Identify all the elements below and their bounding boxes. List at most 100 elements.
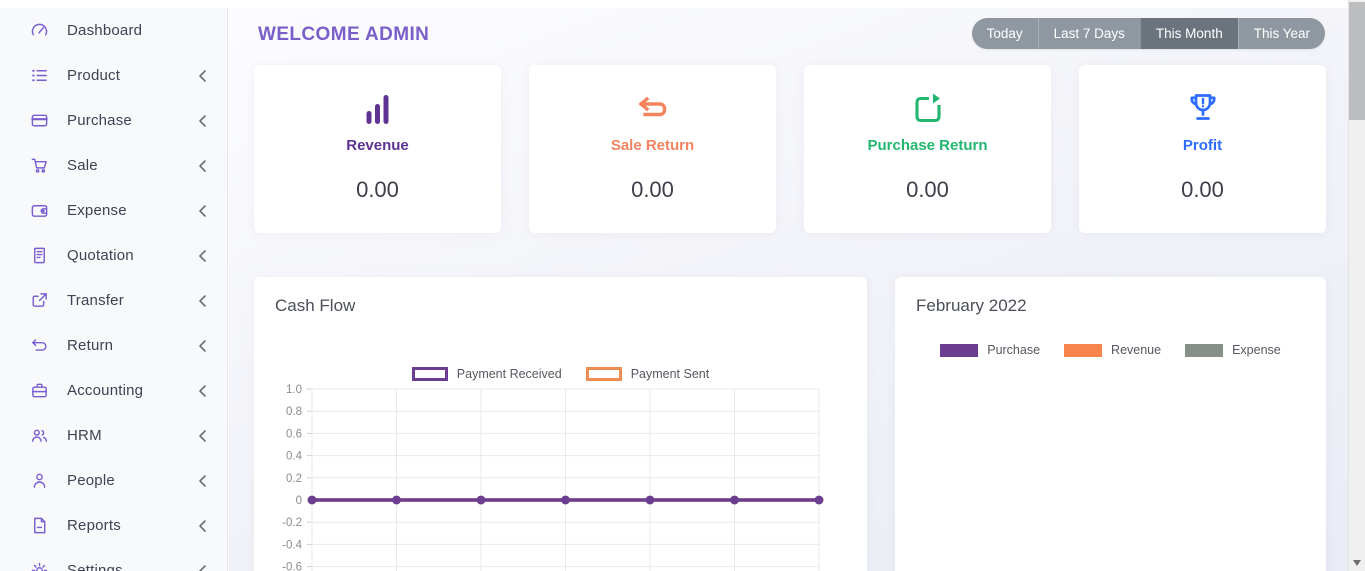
chevron-left-icon	[198, 294, 207, 308]
legend-item-payment-sent: Payment Sent	[585, 367, 710, 381]
chevron-left-icon	[198, 564, 207, 571]
scrollbar-thumb[interactable]	[1349, 2, 1365, 120]
legend-swatch	[585, 367, 622, 381]
sidebar-item-label: Transfer	[67, 292, 124, 309]
cash-flow-chart: 1.0 0.8 0.6 0.4 0.2 0 -0.2 -0.4 -0.6	[282, 384, 824, 571]
undo-arrow-icon	[633, 90, 673, 128]
chevron-left-icon	[198, 384, 207, 398]
svg-text:0.6: 0.6	[286, 428, 302, 440]
stat-card-sale-return: Sale Return 0.00	[529, 65, 776, 233]
stat-card-profit: Profit 0.00	[1079, 65, 1326, 233]
page-title: WELCOME ADMIN	[258, 24, 430, 45]
filter-this-year-button[interactable]: This Year	[1237, 18, 1325, 49]
stat-card-purchase-return: Purchase Return 0.00	[804, 65, 1051, 233]
svg-text:0.4: 0.4	[286, 451, 303, 463]
month-summary-card: February 2022 Purchase Revenue Expense	[895, 277, 1326, 571]
person-icon	[30, 471, 50, 491]
report-icon	[30, 516, 50, 536]
sidebar-item-label: Settings	[67, 562, 123, 571]
sidebar-item-quotation[interactable]: Quotation	[0, 233, 227, 278]
month-summary-legend: Purchase Revenue Expense	[895, 343, 1326, 357]
trophy-icon	[1183, 90, 1223, 128]
sidebar-item-label: Product	[67, 67, 121, 84]
date-filter-group: Today Last 7 Days This Month This Year	[971, 18, 1325, 49]
month-summary-title: February 2022	[916, 296, 1027, 315]
scrollbar-down-arrow-icon[interactable]	[1353, 560, 1361, 566]
cash-flow-title: Cash Flow	[275, 296, 356, 315]
legend-item-purchase: Purchase	[940, 343, 1040, 357]
sidebar-item-purchase[interactable]: Purchase	[0, 98, 227, 143]
legend-swatch	[411, 367, 448, 381]
sidebar-item-product[interactable]: Product	[0, 53, 227, 98]
list-icon	[30, 66, 50, 86]
sidebar: Dashboard Product Purchase Sale Expense Quota…	[0, 8, 228, 571]
legend-label: Payment Sent	[630, 367, 710, 381]
chevron-left-icon	[198, 249, 207, 263]
vertical-scrollbar[interactable]	[1348, 0, 1365, 571]
sidebar-item-expense[interactable]: Expense	[0, 188, 227, 233]
stat-card-value: 0.00	[631, 177, 674, 202]
chevron-left-icon	[198, 204, 207, 218]
main-content: WELCOME ADMIN Today Last 7 Days This Month…	[229, 8, 1348, 571]
sidebar-item-accounting[interactable]: Accounting	[0, 368, 227, 413]
cash-flow-card: Cash Flow Payment Received Payment Sent 1…	[254, 277, 867, 571]
filter-this-month-button[interactable]: This Month	[1139, 18, 1238, 49]
chevron-left-icon	[198, 474, 207, 488]
legend-swatch	[1185, 343, 1224, 357]
chevron-left-icon	[198, 114, 207, 128]
gear-icon	[30, 561, 50, 571]
sidebar-item-transfer[interactable]: Transfer	[0, 278, 227, 323]
sidebar-item-label: Reports	[67, 517, 121, 534]
share-icon	[30, 291, 50, 311]
cart-icon	[30, 156, 50, 176]
stat-card-label: Revenue	[346, 137, 409, 154]
legend-swatch	[1064, 343, 1103, 357]
sidebar-item-reports[interactable]: Reports	[0, 503, 227, 548]
repeat-box-icon	[908, 90, 948, 128]
sidebar-item-settings[interactable]: Settings	[0, 548, 227, 571]
sidebar-item-label: Dashboard	[67, 22, 143, 39]
svg-text:0.8: 0.8	[286, 406, 302, 418]
chevron-left-icon	[198, 69, 207, 83]
sidebar-menu: Dashboard Product Purchase Sale Expense Quota…	[0, 8, 227, 571]
stat-card-value: 0.00	[356, 177, 399, 202]
svg-text:-0.6: -0.6	[282, 562, 302, 571]
filter-today-button[interactable]: Today	[971, 18, 1038, 49]
stat-cards-row: Revenue 0.00 Sale Return 0.00 Purchase Retur…	[254, 65, 1326, 233]
legend-label: Payment Received	[456, 367, 562, 381]
stat-card-value: 0.00	[906, 177, 949, 202]
legend-item-payment-received: Payment Received	[411, 367, 562, 381]
filter-last-7-days-button[interactable]: Last 7 Days	[1037, 18, 1140, 49]
sidebar-item-people[interactable]: People	[0, 458, 227, 503]
receipt-icon	[30, 246, 50, 266]
sidebar-item-dashboard[interactable]: Dashboard	[0, 8, 227, 53]
cash-flow-legend: Payment Received Payment Sent	[254, 367, 867, 381]
sidebar-item-return[interactable]: Return	[0, 323, 227, 368]
legend-label: Purchase	[987, 343, 1041, 357]
chevron-left-icon	[198, 339, 207, 353]
briefcase-icon	[30, 381, 50, 401]
stat-card-label: Purchase Return	[867, 137, 988, 154]
sidebar-item-label: Return	[67, 337, 114, 354]
svg-text:0.2: 0.2	[286, 473, 302, 485]
stat-card-label: Sale Return	[610, 137, 695, 154]
gauge-icon	[30, 21, 50, 41]
sidebar-item-label: HRM	[67, 427, 102, 444]
sidebar-item-label: Accounting	[67, 382, 144, 399]
legend-label: Revenue	[1111, 343, 1162, 357]
legend-label: Expense	[1232, 343, 1281, 357]
sidebar-item-label: Purchase	[67, 112, 132, 129]
legend-item-revenue: Revenue	[1064, 343, 1161, 357]
sidebar-item-label: Expense	[67, 202, 127, 219]
svg-text:1.0: 1.0	[286, 384, 302, 396]
stat-card-value: 0.00	[1181, 177, 1224, 202]
sidebar-item-label: Sale	[67, 157, 98, 174]
sidebar-item-hrm[interactable]: HRM	[0, 413, 227, 458]
chevron-left-icon	[198, 519, 207, 533]
sidebar-item-sale[interactable]: Sale	[0, 143, 227, 188]
sidebar-item-label: People	[67, 472, 115, 489]
sidebar-item-label: Quotation	[67, 247, 134, 264]
top-strip	[0, 0, 1365, 8]
users-icon	[30, 426, 50, 446]
wallet-icon	[30, 201, 50, 221]
